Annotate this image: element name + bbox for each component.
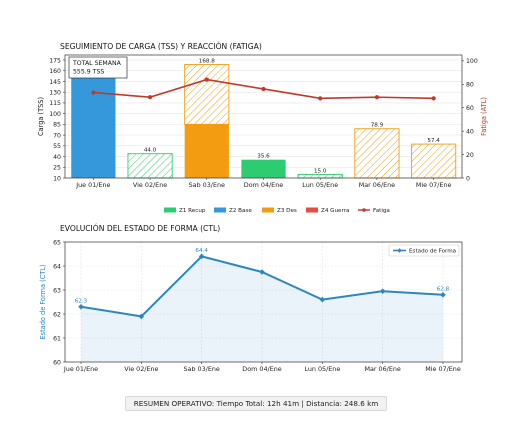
x-tick-label: Lun 05/Ene bbox=[304, 365, 340, 373]
y-tick-label: 40 bbox=[53, 154, 61, 161]
form-chart-title: EVOLUCIÓN DEL ESTADO DE FORMA (CTL) bbox=[60, 224, 220, 233]
x-tick-label: Jue 01/Ene bbox=[75, 181, 110, 189]
legend-box bbox=[388, 244, 460, 257]
y-tick-label: 160 bbox=[49, 68, 61, 75]
y2-tick-label: 60 bbox=[466, 105, 474, 112]
y-tick-label: 65 bbox=[53, 239, 61, 246]
bar-label-6: 57.4 bbox=[427, 138, 440, 144]
y2-tick-label: 80 bbox=[466, 82, 474, 89]
y-tick-label: 63 bbox=[53, 287, 61, 294]
legend-label-0: Z1 Recup bbox=[179, 208, 206, 214]
legend-label-4: Fatiga bbox=[373, 208, 390, 214]
x-tick-label: Dom 04/Ene bbox=[244, 181, 283, 189]
fatiga-point-5 bbox=[374, 95, 380, 100]
bar-label-2: 168.8 bbox=[199, 58, 215, 64]
fatiga-point-2 bbox=[204, 77, 209, 82]
x-tick-label: Vie 02/Ene bbox=[124, 365, 158, 373]
x-tick-label: Mie 07/Ene bbox=[425, 365, 461, 373]
fatiga-point-3 bbox=[261, 86, 266, 92]
total-annotation-line1: TOTAL SEMANA bbox=[72, 60, 122, 67]
bar-hatch-5 bbox=[354, 128, 400, 178]
y-tick-label: 175 bbox=[49, 57, 61, 64]
y-tick-label: 61 bbox=[53, 335, 61, 342]
x-tick-label: Mar 06/Ene bbox=[359, 181, 395, 189]
y-tick-label: 10 bbox=[53, 175, 61, 182]
fatiga-point-0 bbox=[91, 90, 96, 95]
fatiga-point-1 bbox=[147, 95, 153, 100]
legend-marker-4 bbox=[362, 208, 366, 212]
form-point-label-0: 62.3 bbox=[75, 298, 88, 304]
legend-label: Estado de Forma bbox=[409, 249, 456, 255]
summary-text: RESUMEN OPERATIVO: Tiempo Total: 12h 41m… bbox=[124, 396, 388, 411]
plot-frame bbox=[64, 241, 463, 363]
y-axis-label: Carga (TSS) bbox=[37, 97, 45, 136]
y-tick-label: 60 bbox=[53, 359, 61, 366]
y-tick-label: 64 bbox=[53, 263, 61, 270]
summary-footer: RESUMEN OPERATIVO: Tiempo Total: 12h 41m… bbox=[0, 396, 512, 411]
y-tick-label: 115 bbox=[49, 100, 61, 107]
bar-label-3: 35.6 bbox=[257, 154, 270, 160]
form-point-label-6: 62.8 bbox=[437, 286, 450, 292]
form-point-4 bbox=[319, 296, 326, 303]
x-tick-label: Lun 05/Ene bbox=[302, 181, 338, 189]
bar-label-1: 44.0 bbox=[144, 148, 157, 154]
bar-label-4: 15.0 bbox=[314, 168, 327, 174]
y2-tick-label: 100 bbox=[466, 58, 478, 65]
legend-swatch-1 bbox=[214, 207, 226, 213]
bar-label-5: 78.9 bbox=[371, 123, 384, 129]
total-annotation-line2: 555.9 TSS bbox=[73, 69, 104, 76]
y-tick-label: 100 bbox=[49, 111, 61, 118]
y-tick-label: 55 bbox=[53, 143, 61, 150]
y-tick-label: 145 bbox=[49, 79, 61, 86]
bar-hatch-6 bbox=[411, 144, 456, 178]
form-point-label-2: 64.4 bbox=[195, 248, 208, 254]
x-tick-label: Vie 02/Ene bbox=[133, 181, 167, 189]
y-axis-label: Estado de Forma (CTL) bbox=[39, 264, 47, 339]
x-tick-label: Mar 06/Ene bbox=[364, 365, 400, 373]
bar-stack-hatch-2 bbox=[184, 64, 229, 125]
load-chart: SEGUIMIENTO DE CARGA (TSS) Y REACCIÓN (F… bbox=[37, 42, 488, 214]
total-annotation-box bbox=[68, 56, 128, 79]
y-tick-label: 85 bbox=[53, 122, 61, 129]
legend-swatch-3 bbox=[306, 207, 318, 213]
x-tick-label: Jue 01/Ene bbox=[63, 365, 98, 373]
y-tick-label: 130 bbox=[49, 89, 61, 96]
legend-label-3: Z4 Guerra bbox=[321, 208, 349, 214]
legend-label-1: Z2 Base bbox=[229, 208, 252, 214]
y2-tick-label: 40 bbox=[466, 128, 474, 135]
x-tick-label: Sab 03/Ene bbox=[189, 181, 225, 189]
y-tick-label: 62 bbox=[53, 311, 61, 318]
bar-2 bbox=[184, 124, 229, 178]
y2-tick-label: 0 bbox=[466, 175, 470, 182]
legend-label-2: Z3 Des bbox=[277, 208, 297, 214]
y2-tick-label: 20 bbox=[466, 152, 474, 159]
x-tick-label: Dom 04/Ene bbox=[242, 365, 281, 373]
y2-axis-label: Fatiga (ATL) bbox=[480, 97, 488, 136]
fatiga-point-6 bbox=[431, 96, 436, 101]
bar-3 bbox=[241, 159, 286, 178]
fatiga-point-4 bbox=[318, 96, 323, 101]
form-area bbox=[81, 256, 443, 362]
bar-hatch-4 bbox=[298, 174, 343, 178]
legend-swatch-0 bbox=[164, 207, 176, 213]
x-tick-label: Sab 03/Ene bbox=[183, 365, 219, 373]
load-chart-title: SEGUIMIENTO DE CARGA (TSS) Y REACCIÓN (F… bbox=[60, 42, 262, 51]
bar-hatch-1 bbox=[127, 153, 173, 178]
form-point-3 bbox=[259, 269, 265, 275]
legend-swatch-2 bbox=[262, 207, 274, 213]
x-tick-label: Mie 07/Ene bbox=[416, 181, 452, 189]
y-tick-label: 25 bbox=[53, 165, 61, 172]
bar-0 bbox=[71, 73, 116, 178]
form-chart: EVOLUCIÓN DEL ESTADO DE FORMA (CTL) 62.3… bbox=[39, 224, 463, 373]
y-tick-label: 70 bbox=[53, 132, 61, 139]
